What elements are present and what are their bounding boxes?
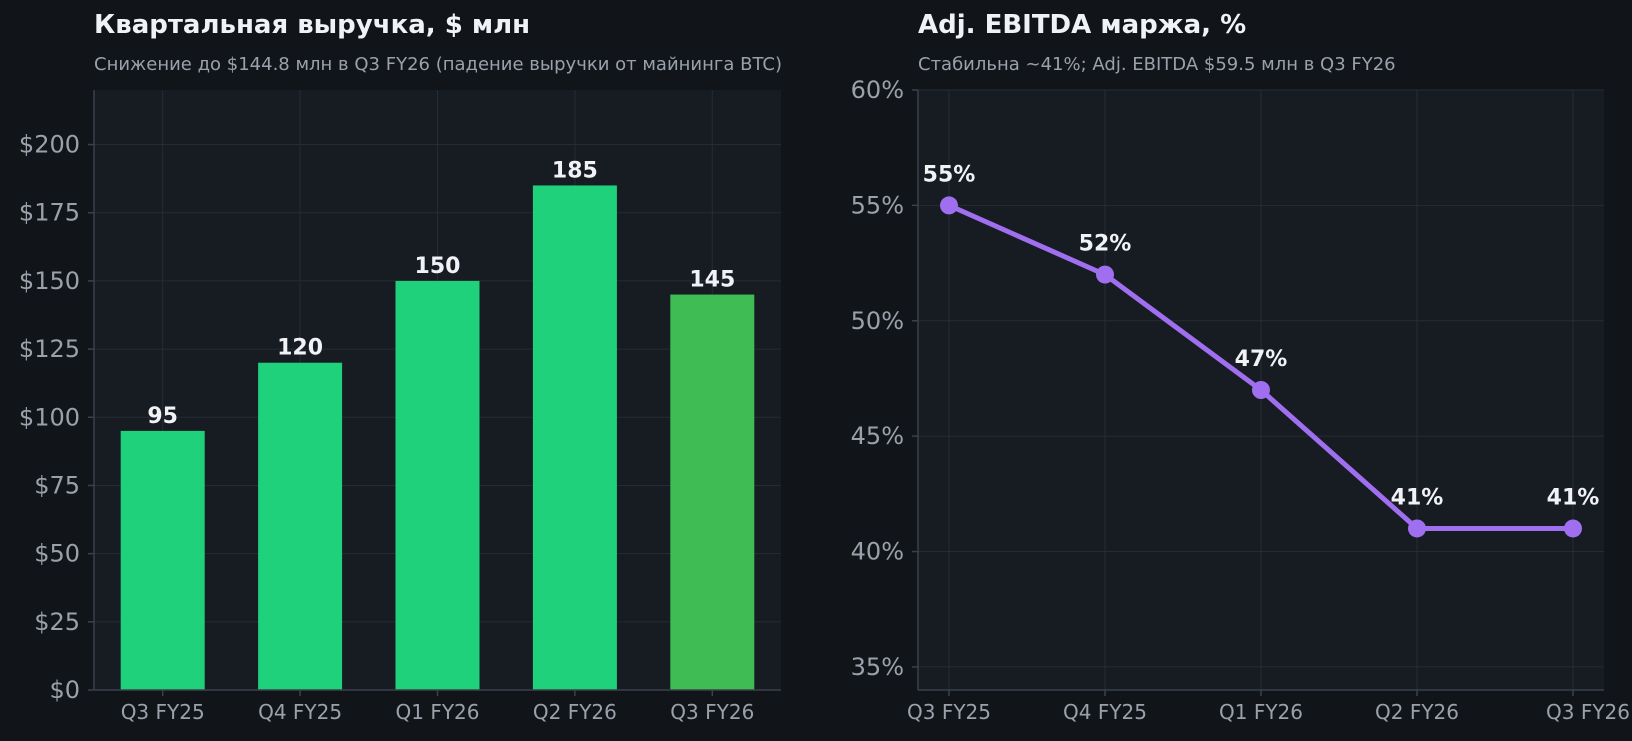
revenue-bar xyxy=(532,185,617,691)
revenue-data-label: 185 xyxy=(552,158,598,183)
revenue-xtick-label: Q3 FY26 xyxy=(670,700,754,724)
revenue-bar xyxy=(670,294,755,690)
revenue-ytick-label: $100 xyxy=(19,403,80,431)
margin-data-label: 52% xyxy=(1079,232,1132,257)
revenue-ytick-label: $125 xyxy=(19,335,80,363)
revenue-data-label: 145 xyxy=(689,268,735,293)
revenue-ytick-label: $50 xyxy=(34,540,80,568)
margin-xtick-label: Q1 FY26 xyxy=(1219,700,1303,724)
revenue-data-label: 120 xyxy=(277,336,323,361)
margin-data-label: 41% xyxy=(1391,485,1444,510)
revenue-bar xyxy=(258,362,343,690)
revenue-ytick-label: $175 xyxy=(19,199,80,227)
revenue-ytick-label: $25 xyxy=(34,608,80,636)
margin-ytick-label: 55% xyxy=(851,191,904,219)
revenue-xtick-label: Q2 FY26 xyxy=(533,700,617,724)
revenue-bar xyxy=(120,430,205,690)
revenue-ytick-label: $200 xyxy=(19,131,80,159)
margin-xtick-label: Q2 FY26 xyxy=(1375,700,1459,724)
margin-ytick-label: 45% xyxy=(851,422,904,450)
margin-chart-subtitle: Стабильна ~41%; Adj. EBITDA $59.5 млн в … xyxy=(918,54,1396,75)
margin-ytick-label: 60% xyxy=(851,76,904,104)
revenue-xtick-label: Q3 FY25 xyxy=(121,700,205,724)
revenue-xtick-label: Q1 FY26 xyxy=(396,700,480,724)
margin-data-point xyxy=(1408,519,1426,538)
revenue-ytick-label: $75 xyxy=(34,471,80,499)
margin-data-point xyxy=(1096,265,1114,284)
revenue-data-label: 95 xyxy=(147,404,178,429)
margin-ytick-label: 35% xyxy=(851,653,904,681)
revenue-data-label: 150 xyxy=(415,254,461,279)
revenue-chart-title: Квартальная выручка, $ млн xyxy=(94,10,531,40)
revenue-chart-subtitle: Снижение до $144.8 млн в Q3 FY26 (падени… xyxy=(94,54,782,75)
revenue-ytick-label: $0 xyxy=(49,676,80,704)
margin-data-label: 47% xyxy=(1235,347,1288,372)
margin-xtick-label: Q3 FY25 xyxy=(907,700,991,724)
margin-data-label: 41% xyxy=(1547,485,1600,510)
revenue-xtick-label: Q4 FY25 xyxy=(258,700,342,724)
margin-data-point xyxy=(1252,381,1270,399)
margin-data-point xyxy=(1564,519,1582,538)
revenue-bar xyxy=(395,280,480,690)
margin-chart-title: Adj. EBITDA маржа, % xyxy=(918,10,1247,40)
margin-ytick-label: 40% xyxy=(851,538,904,566)
margin-xtick-label: Q3 FY26 xyxy=(1546,700,1630,724)
margin-ytick-label: 50% xyxy=(851,307,904,335)
margin-data-label: 55% xyxy=(923,162,976,187)
revenue-ytick-label: $150 xyxy=(19,267,80,295)
margin-data-point xyxy=(940,196,958,215)
margin-xtick-label: Q4 FY25 xyxy=(1063,700,1147,724)
